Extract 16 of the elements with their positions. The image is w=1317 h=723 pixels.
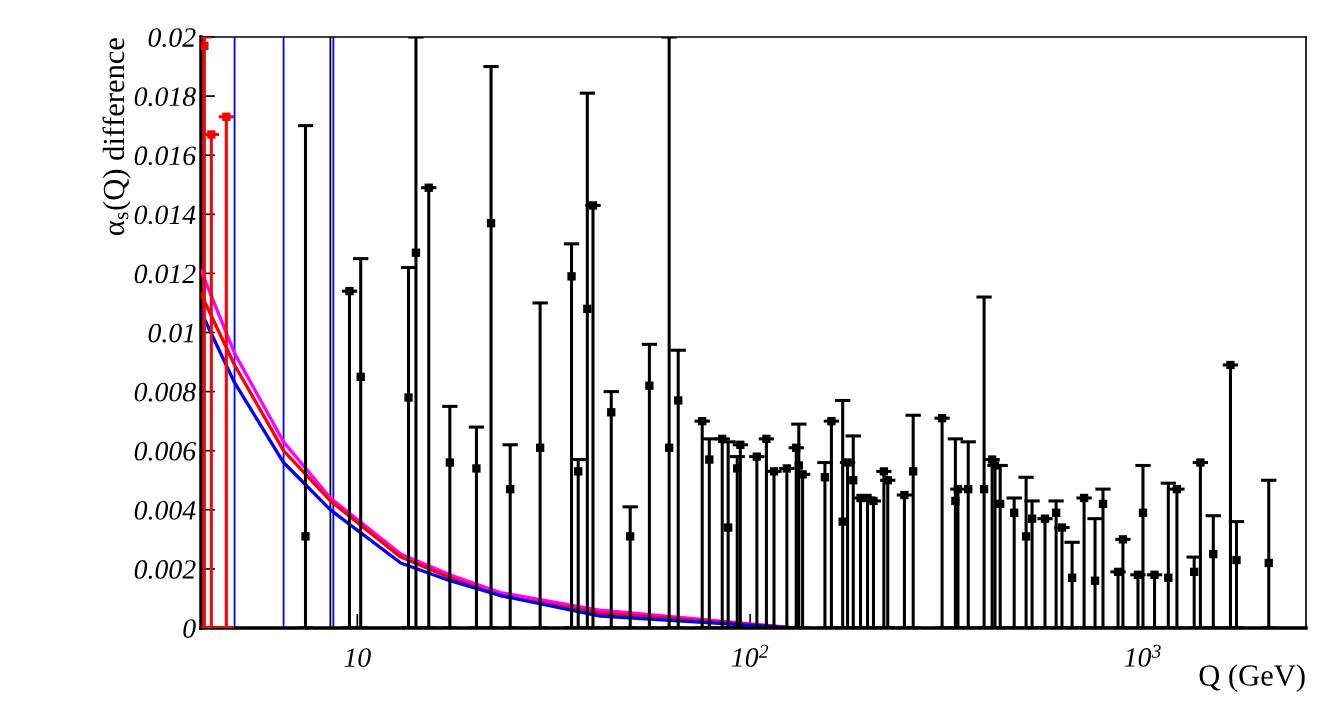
y-tick-label: 0.02 — [148, 28, 196, 48]
y-axis-title: α$_{s}$(Q) difference — [102, 38, 131, 236]
y-tick-label: 0.016 — [134, 146, 196, 166]
x-tick-label: 10$^{3}$ — [1124, 644, 1161, 667]
y-tick-label: 0.002 — [134, 560, 196, 579]
y-tick-label: 0.008 — [134, 382, 196, 402]
y-tick-label: 0.004 — [134, 500, 196, 520]
y-tick-label: 0.018 — [134, 87, 196, 107]
y-tick-label: 0.006 — [134, 441, 196, 461]
x-axis-title: Q (GeV) — [1199, 664, 1305, 693]
y-tick-label: 0.014 — [134, 205, 196, 225]
y-tick-label: 0 — [183, 619, 196, 638]
y-tick-label: 0.01 — [148, 323, 194, 343]
y-tick-label: 0.012 — [134, 264, 196, 284]
x-tick-label: 10 — [344, 648, 371, 667]
x-tick-label: 10$^{2}$ — [731, 644, 769, 667]
